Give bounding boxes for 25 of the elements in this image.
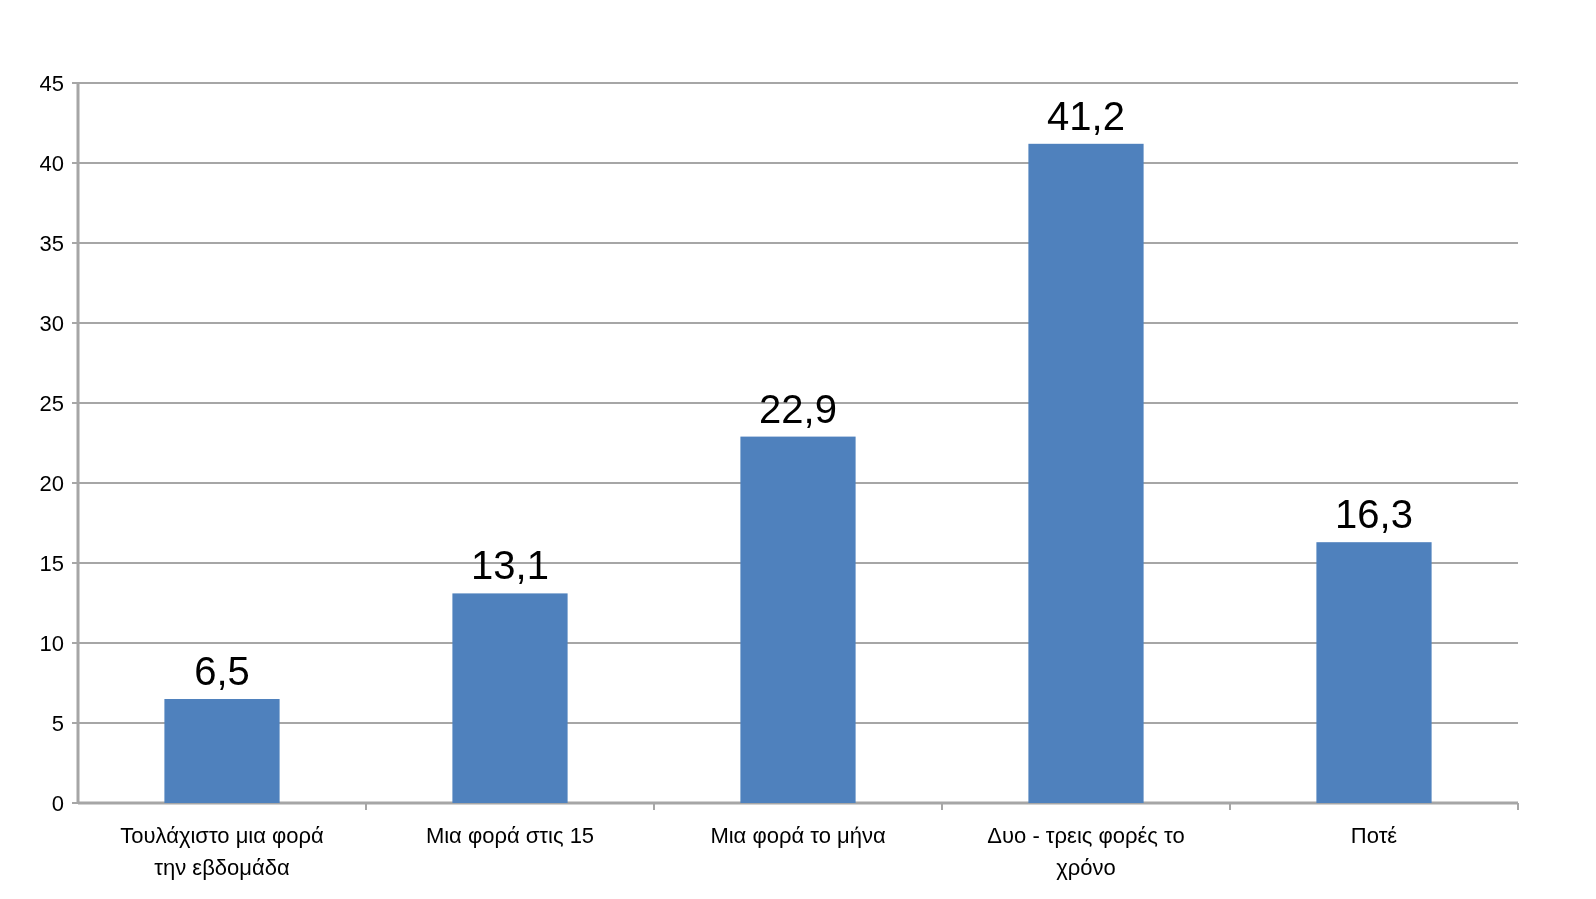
data-label: 16,3: [1335, 492, 1413, 537]
data-label: 6,5: [194, 649, 250, 693]
bar: [740, 436, 856, 803]
x-tick-label: Ποτέ: [1350, 823, 1398, 848]
y-tick-label: 25: [39, 390, 64, 416]
data-label: 41,2: [1047, 93, 1125, 138]
y-tick-label: 35: [39, 230, 64, 256]
bar: [1028, 143, 1144, 803]
y-tick-label: 30: [39, 310, 64, 336]
bar: [452, 593, 568, 803]
data-label: 22,9: [759, 386, 837, 431]
x-tick-label: Δυο - τρεις φορές το χρόνο: [987, 823, 1185, 880]
x-tick-label: Μια φορά το μήνα: [710, 823, 886, 848]
y-tick-label: 5: [51, 710, 64, 736]
y-tick-label: 10: [39, 630, 64, 656]
x-tick-label: Τουλάχιστο μια φορά την εβδομάδα: [120, 823, 325, 880]
y-tick-label: 45: [39, 70, 64, 96]
data-label: 13,1: [471, 543, 549, 588]
bar: [1316, 542, 1432, 803]
y-tick-label: 20: [39, 470, 64, 496]
y-tick-label: 0: [51, 790, 64, 816]
x-tick-label: Μια φορά στις 15: [425, 823, 595, 848]
y-tick-label: 40: [39, 150, 64, 176]
y-tick-label: 15: [39, 550, 64, 576]
bar: [164, 699, 280, 803]
